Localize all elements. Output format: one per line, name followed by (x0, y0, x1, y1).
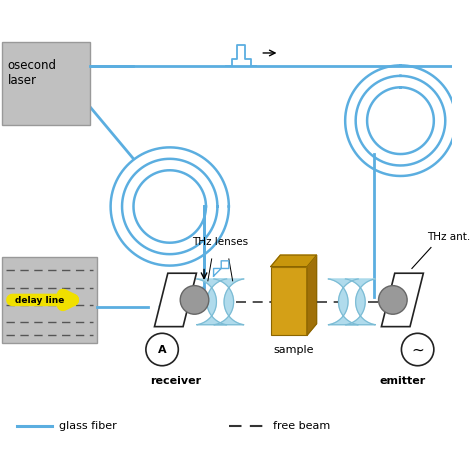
FancyBboxPatch shape (271, 266, 307, 335)
Polygon shape (382, 273, 423, 327)
Text: glass fiber: glass fiber (59, 421, 117, 431)
Text: osecond
laser: osecond laser (8, 59, 56, 87)
Polygon shape (328, 279, 358, 325)
Text: delay line: delay line (15, 296, 64, 305)
FancyBboxPatch shape (2, 42, 90, 126)
FancyBboxPatch shape (2, 257, 97, 343)
Polygon shape (155, 273, 196, 327)
Circle shape (180, 286, 209, 314)
Polygon shape (197, 279, 227, 325)
Circle shape (146, 333, 178, 366)
Text: receiver: receiver (150, 376, 201, 386)
Text: THz ant.: THz ant. (427, 232, 470, 242)
Text: THz lenses: THz lenses (192, 237, 248, 247)
Polygon shape (307, 255, 317, 335)
Text: emitter: emitter (379, 376, 426, 386)
Text: sample: sample (273, 345, 314, 355)
Circle shape (379, 286, 407, 314)
Polygon shape (214, 279, 244, 325)
Text: free beam: free beam (273, 421, 330, 431)
Polygon shape (271, 255, 317, 266)
Circle shape (401, 333, 434, 366)
Text: A: A (158, 345, 166, 355)
Polygon shape (346, 279, 375, 325)
Text: ~: ~ (411, 343, 424, 358)
